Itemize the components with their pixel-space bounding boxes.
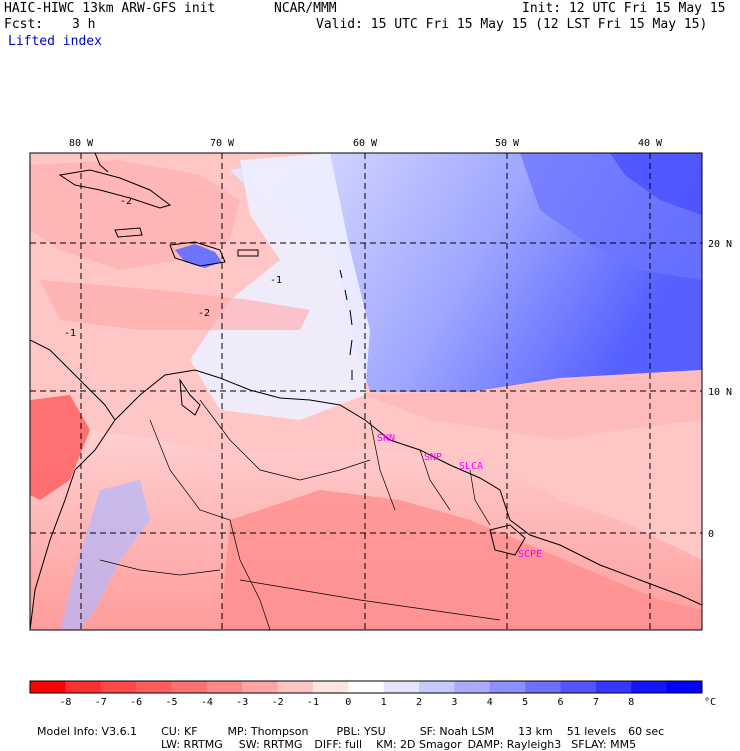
colorbar-swatch xyxy=(171,681,208,693)
forecast-hour: 3 h xyxy=(72,17,96,32)
contour-label: -1 xyxy=(270,275,282,286)
contour-label: -2 xyxy=(120,196,132,207)
cumulus-scheme: CU: KF xyxy=(161,725,198,738)
strong-unstable-region xyxy=(220,490,702,630)
coastlines xyxy=(30,153,702,630)
colorbar-swatch xyxy=(206,681,243,693)
colorbar-frame xyxy=(29,680,703,694)
colorbar-tick-label: 2 xyxy=(416,697,422,708)
model-title: HAIC-HIWC 13km ARW-GFS init xyxy=(4,1,216,16)
colorbar-swatch xyxy=(100,681,137,693)
country-borders xyxy=(99,399,501,630)
colorbar-tick-label: -6 xyxy=(130,697,142,708)
colorbar-swatch xyxy=(348,681,385,693)
colorbar-tick-label: -3 xyxy=(236,697,248,708)
colorbar-tick-label: -1 xyxy=(307,697,319,708)
strongest-stable-region xyxy=(610,153,702,215)
colorbar-tick-label: -4 xyxy=(201,697,213,708)
colorbar-swatch xyxy=(65,681,102,693)
colorbar-swatch xyxy=(666,681,703,693)
grid-spacing: 13 km xyxy=(518,725,553,738)
colorbar-tick-label: 4 xyxy=(487,697,493,708)
colorbar-tick-label: 1 xyxy=(381,697,387,708)
station-label-scpe: SCPE xyxy=(518,549,542,560)
atlantic-pink-band xyxy=(365,370,702,440)
colorbar-swatch xyxy=(383,681,420,693)
lon-label-70w: 70 W xyxy=(210,138,235,149)
vertical-levels: 51 levels xyxy=(566,725,617,738)
colorbar-tick-label: -7 xyxy=(95,697,107,708)
lon-label-60w: 60 W xyxy=(353,138,378,149)
colorbar-swatch xyxy=(312,681,349,693)
colorbar-swatch xyxy=(30,681,66,693)
lon-label-40w: 40 W xyxy=(638,138,663,149)
contour-labels: -2 -2 -1 -1 xyxy=(64,196,282,339)
valid-time: Valid: 15 UTC Fri 15 May 15 (12 LST Fri … xyxy=(316,17,708,32)
model-version: Model Info: V3.6.1 xyxy=(37,725,138,738)
field-name: Lifted index xyxy=(8,34,102,49)
contour-label: -1 xyxy=(64,328,76,339)
colorbar-swatch xyxy=(242,681,279,693)
latitude-labels: 20 N 10 N 0 xyxy=(708,239,732,540)
forecast-label: Fcst: xyxy=(4,17,44,32)
colorbar-unit: °C xyxy=(704,697,716,708)
map-frame xyxy=(29,152,703,631)
contour-label: -2 xyxy=(198,308,210,319)
colorbar-tick-label: -5 xyxy=(165,697,177,708)
surface-scheme: SF: Noah LSM xyxy=(419,725,495,738)
lat-label-20n: 20 N xyxy=(708,239,732,250)
colorbar-tick-label: 5 xyxy=(522,697,528,708)
colorbar-tick-label: 0 xyxy=(345,697,351,708)
lon-label-80w: 80 W xyxy=(69,138,94,149)
model-info-line1: Model Info: V3.6.1 CU: KF MP: Thompson PBL:… xyxy=(30,712,664,738)
caribbean-unstable-band xyxy=(40,280,310,330)
station-label-slca: SLCA xyxy=(459,461,483,472)
colorbar-tick-label: -8 xyxy=(59,697,71,708)
model-info-line2: LW: RRTMG SW: RRTMG DIFF: full KM: 2D Smago… xyxy=(154,725,636,751)
organization: NCAR/MMM xyxy=(274,1,337,16)
colorbar-tick-label: -2 xyxy=(272,697,284,708)
colorbar-swatch xyxy=(136,681,172,693)
colorbar-swatch xyxy=(419,681,455,693)
station-label-skn: SKN xyxy=(377,433,395,444)
lon-label-50w: 50 W xyxy=(495,138,520,149)
colorbar-tick-label: 3 xyxy=(451,697,457,708)
colorbar-swatch xyxy=(560,681,597,693)
lat-label-10n: 10 N xyxy=(708,387,732,398)
station-label-snp: SNP xyxy=(424,452,442,463)
west-unstable-patch xyxy=(30,395,90,500)
caribbean-band xyxy=(190,153,370,420)
colorbar-swatch xyxy=(525,681,562,693)
station-labels: SKN SNP SLCA SCPE xyxy=(377,433,542,560)
lat-label-0: 0 xyxy=(708,529,714,540)
colorbar: -8 -7 -6 -5 -4 -3 -2 -1 0 1 2 3 4 5 6 7 8 °C xyxy=(29,680,716,708)
pbl-scheme: PBL: YSU xyxy=(336,725,386,738)
microphysics-scheme: MP: Thompson xyxy=(227,725,309,738)
graticule xyxy=(30,153,702,630)
colorbar-swatch xyxy=(454,681,491,693)
colorbar-swatch xyxy=(277,681,314,693)
colorbar-tick-label: 7 xyxy=(593,697,599,708)
colorbar-swatch xyxy=(595,681,632,693)
colorbar-swatch xyxy=(631,681,668,693)
colorbar-tick-label: 6 xyxy=(558,697,564,708)
longitude-labels: 80 W 70 W 60 W 50 W 40 W xyxy=(69,138,663,149)
andes-stable-strip xyxy=(60,480,150,630)
init-time: Init: 12 UTC Fri 15 May 15 xyxy=(522,1,726,16)
time-step: 60 sec xyxy=(628,725,665,738)
colorbar-tick-label: 8 xyxy=(628,697,634,708)
colorbar-swatch xyxy=(489,681,526,693)
